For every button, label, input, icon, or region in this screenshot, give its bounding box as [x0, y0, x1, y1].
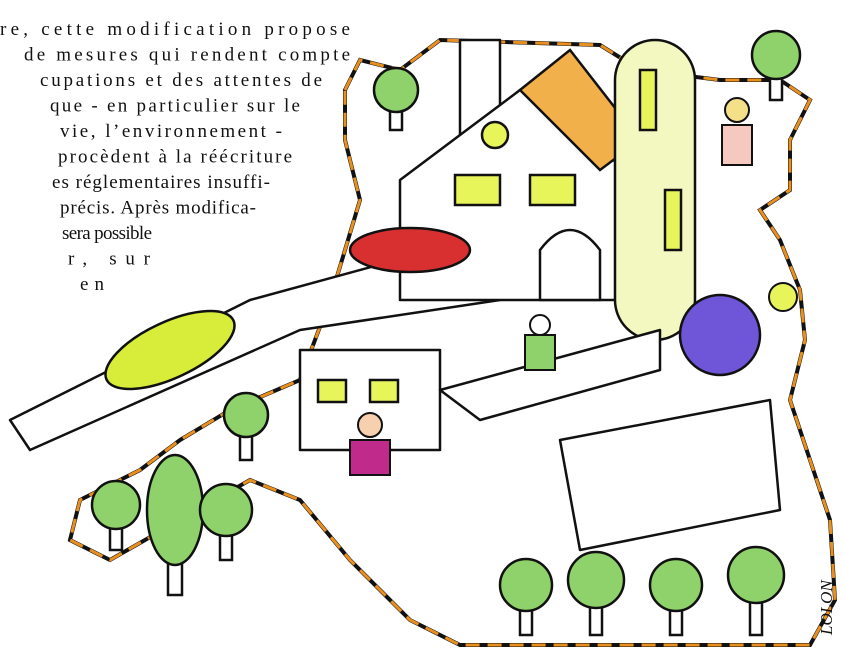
window — [318, 380, 346, 402]
page: re, cette modification proposede mesures… — [0, 0, 844, 652]
door — [540, 230, 600, 300]
person — [530, 315, 550, 335]
ball — [769, 283, 797, 311]
person — [722, 125, 752, 165]
umbrella — [680, 295, 760, 375]
window — [370, 380, 398, 402]
terrace — [560, 400, 780, 550]
car — [350, 228, 470, 272]
person — [725, 98, 749, 122]
window — [455, 175, 500, 205]
window — [640, 70, 656, 130]
window — [530, 175, 575, 205]
person — [525, 335, 555, 370]
person — [350, 440, 390, 475]
text-line: précis. Après modifica- — [60, 198, 256, 219]
signature: LOLON — [817, 579, 836, 636]
text-line: es réglementaires insuffi- — [52, 172, 270, 193]
text-line: cupations et des attentes de — [40, 70, 322, 91]
person — [358, 413, 382, 437]
window — [665, 190, 681, 250]
window — [482, 122, 508, 148]
text-line: que - en particulier sur le — [50, 96, 300, 117]
text-line: procèdent à la réécriture — [58, 147, 292, 168]
text-line: sera possible — [62, 223, 152, 244]
